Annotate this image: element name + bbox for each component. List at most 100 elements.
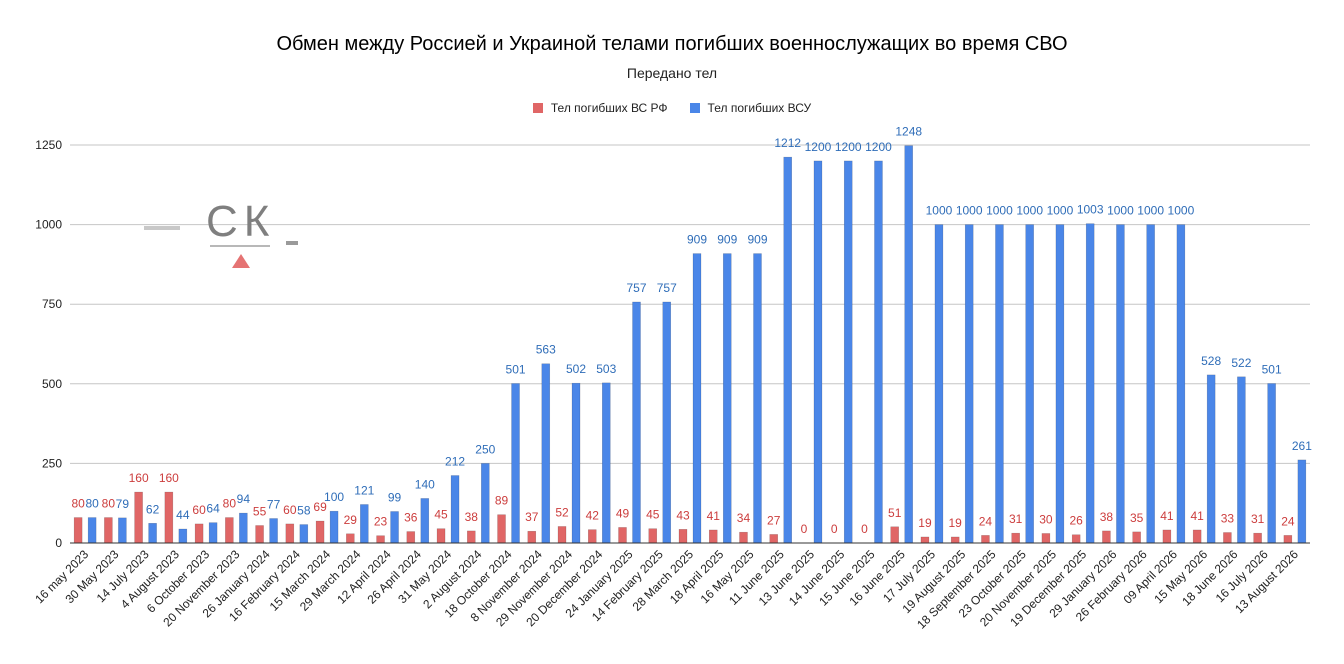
bar-rf [1192, 529, 1202, 544]
bar-rf [104, 517, 113, 544]
bar-vsu [571, 382, 581, 544]
bar-rf [920, 536, 930, 544]
data-label-rf: 0 [861, 522, 868, 536]
bar-vsu [602, 382, 611, 544]
bar-vsu [1267, 383, 1276, 544]
chart-title: Обмен между Россией и Украиной телами по… [276, 33, 1068, 55]
data-label-rf: 30 [1039, 512, 1053, 526]
data-label-rf: 31 [1009, 512, 1023, 526]
data-label-vsu: 212 [445, 454, 465, 468]
data-label-rf: 55 [253, 504, 267, 518]
bar-rf [406, 531, 416, 544]
data-label-vsu: 502 [566, 362, 586, 376]
data-label-rf: 41 [1190, 509, 1204, 523]
data-label-vsu: 757 [657, 281, 677, 295]
data-label-rf: 43 [676, 508, 690, 522]
bar-rf [194, 523, 204, 544]
data-label-vsu: 1000 [986, 204, 1013, 218]
bar-vsu [1237, 376, 1246, 544]
data-label-vsu: 80 [85, 497, 99, 511]
watermark-logo: СК [144, 197, 298, 268]
bar-rf [497, 514, 506, 544]
data-label-rf: 160 [159, 471, 179, 485]
bar-rf [1011, 532, 1020, 544]
bar-vsu [450, 475, 460, 544]
y-tick-label: 750 [42, 297, 62, 311]
bar-rf [950, 536, 960, 544]
legend-item-rf[interactable]: Тел погибших ВС РФ [532, 101, 668, 115]
bar-rf [557, 526, 567, 544]
data-label-rf: 26 [1069, 514, 1083, 528]
bar-vsu [722, 253, 732, 544]
data-label-rf: 35 [1130, 511, 1144, 525]
data-label-vsu: 261 [1292, 439, 1312, 453]
bar-vsu [541, 363, 551, 544]
bar-vsu [995, 224, 1004, 544]
legend-item-vsu[interactable]: Тел погибших ВСУ [689, 101, 812, 115]
bar-vsu [208, 522, 218, 544]
bar-rf [225, 517, 234, 544]
data-label-rf: 60 [192, 503, 206, 517]
bar-vsu [843, 160, 853, 544]
bar-vsu [511, 383, 520, 544]
data-label-vsu: 1000 [1168, 204, 1195, 218]
bar-vsu [1025, 224, 1034, 544]
data-label-rf: 49 [616, 506, 630, 520]
data-label-rf: 52 [555, 505, 569, 519]
data-label-vsu: 528 [1201, 354, 1221, 368]
data-label-rf: 80 [102, 497, 116, 511]
data-label-vsu: 563 [536, 343, 556, 357]
data-label-vsu: 94 [237, 492, 251, 506]
bar-vsu [148, 523, 157, 544]
data-label-vsu: 1248 [895, 125, 922, 139]
data-label-rf: 29 [344, 513, 358, 527]
bar-vsu [1085, 223, 1095, 544]
data-label-rf: 0 [831, 522, 838, 536]
data-label-rf: 160 [129, 471, 149, 485]
data-label-vsu: 522 [1231, 356, 1251, 370]
data-label-vsu: 909 [687, 233, 707, 247]
data-label-vsu: 501 [1262, 362, 1282, 376]
data-label-rf: 23 [374, 515, 388, 529]
bar-vsu [1297, 459, 1307, 544]
grid-layer [70, 144, 1310, 464]
bar-vsu [753, 253, 762, 544]
bar-rf [436, 528, 446, 544]
data-label-vsu: 1000 [956, 204, 983, 218]
watermark-text: СК [206, 197, 275, 246]
data-label-rf: 89 [495, 494, 509, 508]
data-label-rf: 33 [1221, 511, 1235, 525]
bar-vsu [118, 517, 127, 544]
data-label-vsu: 1003 [1077, 203, 1104, 217]
data-label-rf: 24 [1281, 514, 1295, 528]
bar-rf [1102, 530, 1111, 544]
data-label-rf: 0 [801, 522, 808, 536]
data-label-vsu: 99 [388, 490, 402, 504]
data-label-vsu: 501 [506, 362, 526, 376]
data-label-rf: 36 [404, 511, 418, 525]
legend-label-vsu: Тел погибших ВСУ [707, 101, 812, 115]
bar-vsu [783, 156, 792, 544]
data-label-rf: 27 [767, 513, 781, 527]
y-tick-label: 500 [42, 377, 62, 391]
bar-vsu [692, 253, 702, 544]
bar-vsu [904, 145, 913, 544]
data-label-vsu: 64 [206, 502, 220, 516]
bar-rf [739, 531, 748, 544]
data-label-vsu: 62 [146, 502, 160, 516]
y-tick-label: 0 [55, 536, 62, 550]
bar-vsu [360, 504, 369, 544]
bar-rf [1071, 534, 1081, 544]
bar-vsu [1146, 224, 1155, 544]
y-tick-label: 250 [42, 456, 62, 470]
y-tick-label: 1000 [35, 218, 62, 232]
bar-vsu [87, 517, 97, 544]
data-label-vsu: 79 [116, 497, 130, 511]
data-label-rf: 41 [1160, 509, 1174, 523]
bar-rf [1132, 531, 1141, 544]
data-label-rf: 45 [434, 508, 448, 522]
bar-vsu [662, 301, 672, 544]
bar-vsu [481, 463, 490, 544]
